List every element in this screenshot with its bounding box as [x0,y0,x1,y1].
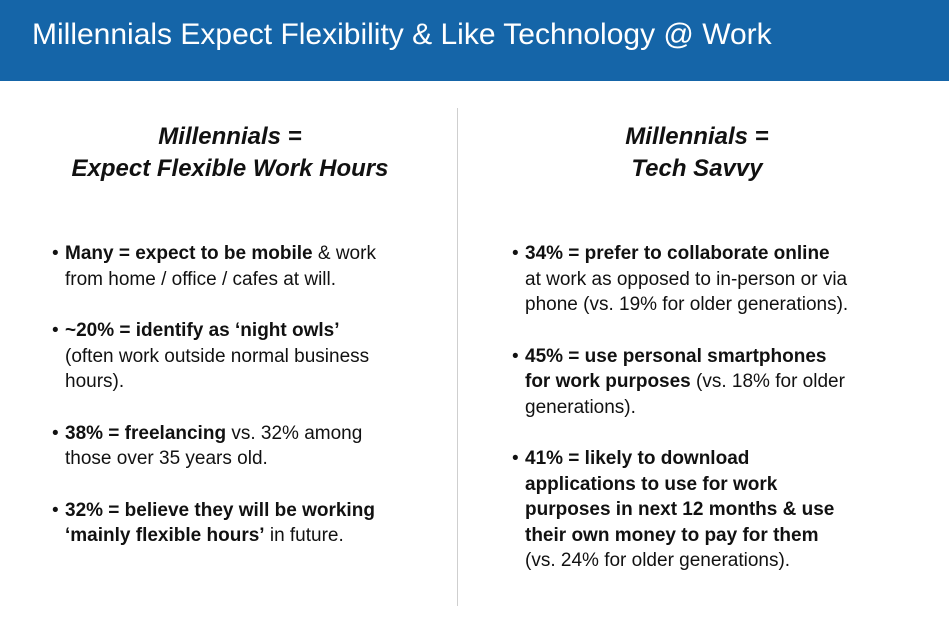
bullet-highlight: their own money to pay for them [525,524,819,546]
left-bullet-list: • Many = expect to be mobile & work from… [52,241,432,575]
bullet-dot: • [512,448,519,469]
column-divider [457,108,458,606]
bullet-item: • 41% = likely to download applications … [512,446,912,574]
bullet-highlight: applications to use for work [525,473,778,495]
bullet-item: • 34% = prefer to collaborate online at … [512,241,912,318]
bullet-dot: • [52,499,59,521]
bullet-highlight: purposes in next 12 months & use [525,499,835,520]
left-heading-line2: Expect Flexible Work Hours [71,155,389,182]
bullet-highlight: ‘mainly flexible hours’ [65,525,265,546]
bullet-highlight: for work purposes [525,371,691,392]
left-heading-line1: Millennials = [158,123,302,150]
bullet-item: • 32% = believe they will be working ‘ma… [52,498,432,549]
bullet-text: (often work outside normal business [65,345,370,367]
bullet-item: • Many = expect to be mobile & work from… [52,241,432,292]
bullet-text: at work as opposed to in-person or via [525,268,848,290]
bullet-text: from home / office / cafes at will. [65,268,337,290]
bullet-highlight: Many = expect to be mobile [65,243,313,264]
bullet-text: & work [312,243,376,264]
bullet-text: (vs. 18% for older [690,371,845,392]
bullet-highlight: ~20% = identify as ‘night owls’ [65,320,340,341]
bullet-dot: • [52,422,59,444]
right-column-heading: Millennials = Tech Savvy [497,121,897,185]
bullet-text: generations). [525,396,636,418]
bullet-item: • 45% = use personal smartphones for wor… [512,344,912,421]
bullet-highlight: 32% = believe they will be working [65,499,375,521]
bullet-item: • ~20% = identify as ‘night owls’ (often… [52,318,432,395]
bullet-dot: • [512,243,519,264]
bullet-highlight: 38% = freelancing [65,422,227,444]
left-column-heading: Millennials = Expect Flexible Work Hours [30,121,430,185]
bullet-text: (vs. 24% for older generations). [525,550,791,571]
right-heading-line2: Tech Savvy [631,155,763,182]
title-banner: Millennials Expect Flexibility & Like Te… [0,0,949,81]
bullet-highlight: 34% = prefer to collaborate online [525,243,830,264]
bullet-dot: • [512,345,519,367]
right-bullet-list: • 34% = prefer to collaborate online at … [512,241,912,600]
right-heading-line1: Millennials = [625,123,769,150]
bullet-highlight: 41% = likely to download [525,448,750,469]
bullet-dot: • [52,320,59,341]
bullet-text: phone (vs. 19% for older generations). [525,294,849,315]
bullet-text: those over 35 years old. [65,448,268,469]
bullet-text: in future. [264,525,344,546]
bullet-text: vs. 32% among [226,422,363,444]
bullet-text: hours). [65,371,125,392]
bullet-dot: • [52,243,59,264]
bullet-item: • 38% = freelancing vs. 32% among those … [52,421,432,472]
bullet-highlight: 45% = use personal smartphones [525,345,827,367]
slide-title: Millennials Expect Flexibility & Like Te… [32,18,772,51]
